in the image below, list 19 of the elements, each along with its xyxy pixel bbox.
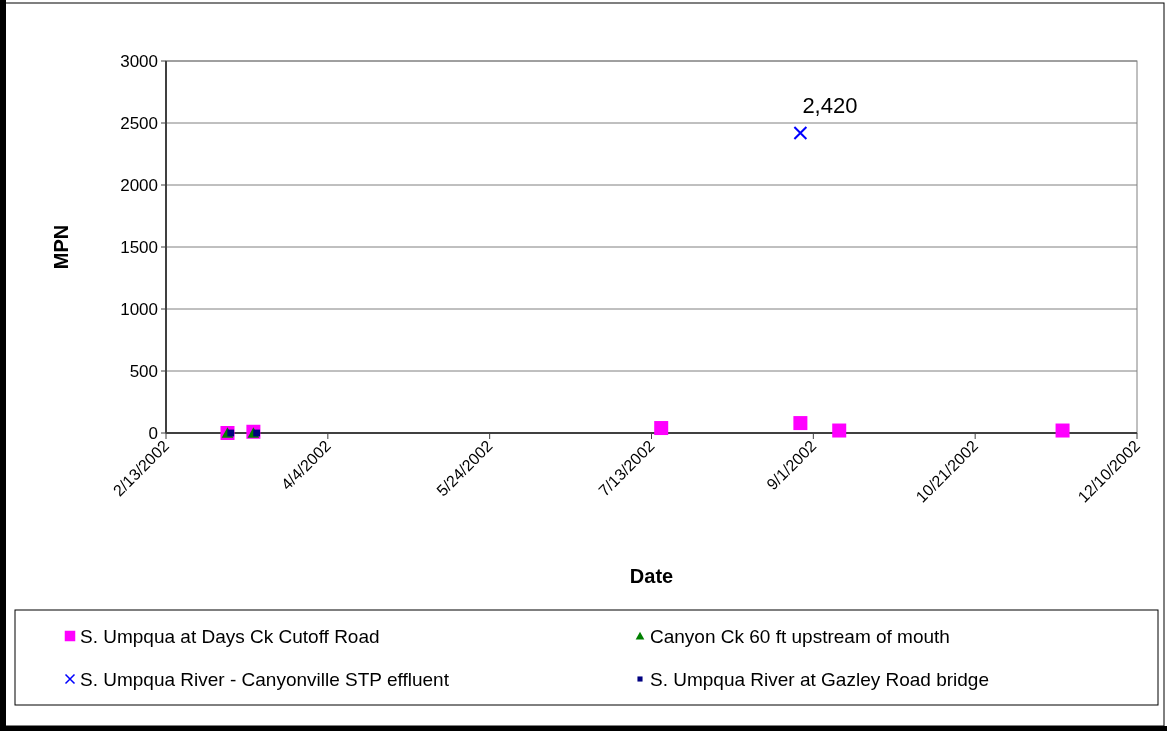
point — [832, 423, 847, 438]
point — [793, 416, 808, 431]
y-tick-label: 2500 — [120, 113, 158, 133]
annotation: 2,420 — [802, 92, 858, 118]
point — [793, 125, 808, 140]
legend-label: S. Umpqua River at Gazley Road bridge — [650, 668, 989, 690]
x-axis-title: Date — [629, 565, 674, 587]
legend-label: S. Umpqua River - Canyonville STP effluent — [80, 668, 450, 690]
y-tick-label: 1500 — [120, 237, 158, 257]
point — [654, 421, 669, 436]
point — [1055, 423, 1070, 438]
legend-label: S. Umpqua at Days Ck Cutoff Road — [80, 625, 380, 647]
y-tick-label: 0 — [148, 423, 158, 443]
y-tick-label: 3000 — [120, 51, 158, 71]
y-tick-label: 500 — [129, 361, 158, 381]
y-tick-label: 2000 — [120, 175, 158, 195]
legend-label: Canyon Ck 60 ft upstream of mouth — [650, 625, 950, 647]
y-tick-label: 1000 — [120, 299, 158, 319]
y-axis-title: MPN — [50, 224, 72, 270]
